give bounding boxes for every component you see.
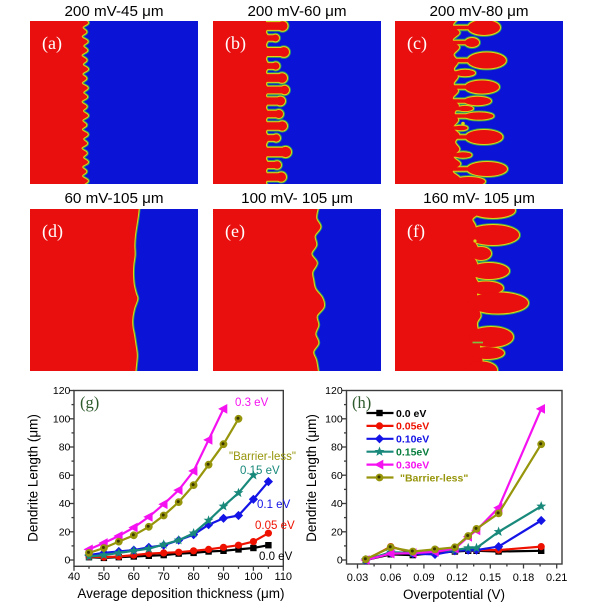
- svg-text:200 mV-60 μm: 200 mV-60 μm: [247, 3, 346, 20]
- svg-text:(a): (a): [42, 33, 62, 54]
- svg-text:0.15eV: 0.15eV: [396, 447, 429, 459]
- svg-text:0.09: 0.09: [413, 572, 434, 584]
- svg-text:40: 40: [68, 571, 80, 583]
- svg-text:110: 110: [275, 571, 293, 583]
- svg-text:100: 100: [244, 571, 262, 583]
- svg-text:60 mV-105 μm: 60 mV-105 μm: [64, 190, 163, 207]
- svg-text:120: 120: [325, 385, 343, 397]
- svg-text:0.06: 0.06: [380, 572, 401, 584]
- svg-text:Dendrite Length (μm): Dendrite Length (μm): [26, 414, 41, 542]
- svg-text:0.30eV: 0.30eV: [396, 459, 429, 471]
- svg-text:0.05eV: 0.05eV: [396, 421, 429, 433]
- svg-text:0.05 eV: 0.05 eV: [255, 520, 295, 532]
- svg-text:(f): (f): [407, 221, 425, 242]
- svg-text:20: 20: [331, 527, 343, 539]
- svg-text:(b): (b): [225, 33, 246, 54]
- svg-text:40: 40: [59, 498, 71, 510]
- svg-text:100: 100: [53, 413, 71, 425]
- svg-text:0.0 eV: 0.0 eV: [396, 408, 426, 420]
- svg-text:(e): (e): [225, 221, 245, 242]
- svg-text:90: 90: [217, 571, 229, 583]
- svg-text:60: 60: [331, 470, 343, 482]
- svg-text:(d): (d): [42, 221, 63, 242]
- svg-text:"Barrier-less": "Barrier-less": [229, 451, 296, 463]
- svg-text:60: 60: [59, 470, 71, 482]
- svg-text:80: 80: [187, 571, 199, 583]
- svg-text:120: 120: [53, 385, 71, 397]
- svg-text:200 mV-80 μm: 200 mV-80 μm: [429, 3, 528, 20]
- svg-text:0.18: 0.18: [513, 572, 534, 584]
- svg-text:160 mV- 105 μm: 160 mV- 105 μm: [423, 190, 535, 207]
- svg-text:60: 60: [128, 571, 140, 583]
- svg-text:0.1 eV: 0.1 eV: [257, 499, 291, 511]
- svg-text:40: 40: [331, 498, 343, 510]
- svg-text:0.03: 0.03: [347, 572, 368, 584]
- svg-text:"Barrier-less": "Barrier-less": [400, 472, 468, 484]
- svg-text:20: 20: [59, 527, 71, 539]
- svg-text:50: 50: [98, 571, 110, 583]
- svg-text:100: 100: [325, 413, 343, 425]
- svg-text:0.3 eV: 0.3 eV: [235, 397, 269, 409]
- svg-text:0.15: 0.15: [480, 572, 501, 584]
- svg-text:0.15 eV: 0.15 eV: [240, 465, 280, 477]
- svg-text:Dendrite Length (μm): Dendrite Length (μm): [304, 414, 319, 542]
- svg-text:Overpotential (V): Overpotential (V): [403, 587, 505, 602]
- svg-text:70: 70: [158, 571, 170, 583]
- svg-text:(c): (c): [407, 33, 427, 54]
- svg-text:100 mV- 105 μm: 100 mV- 105 μm: [241, 190, 353, 207]
- svg-text:0.21: 0.21: [546, 572, 567, 584]
- svg-text:(g): (g): [80, 393, 99, 412]
- svg-text:0.10eV: 0.10eV: [396, 434, 429, 446]
- svg-text:0.12: 0.12: [446, 572, 467, 584]
- svg-text:(h): (h): [352, 393, 371, 412]
- svg-text:Average deposition thickness (: Average deposition thickness (μm): [77, 586, 284, 601]
- svg-text:80: 80: [59, 442, 71, 454]
- svg-text:0.0 eV: 0.0 eV: [259, 551, 293, 563]
- svg-text:0: 0: [337, 555, 343, 567]
- svg-text:200 mV-45 μm: 200 mV-45 μm: [64, 3, 163, 20]
- svg-text:0: 0: [65, 555, 71, 567]
- svg-text:80: 80: [331, 442, 343, 454]
